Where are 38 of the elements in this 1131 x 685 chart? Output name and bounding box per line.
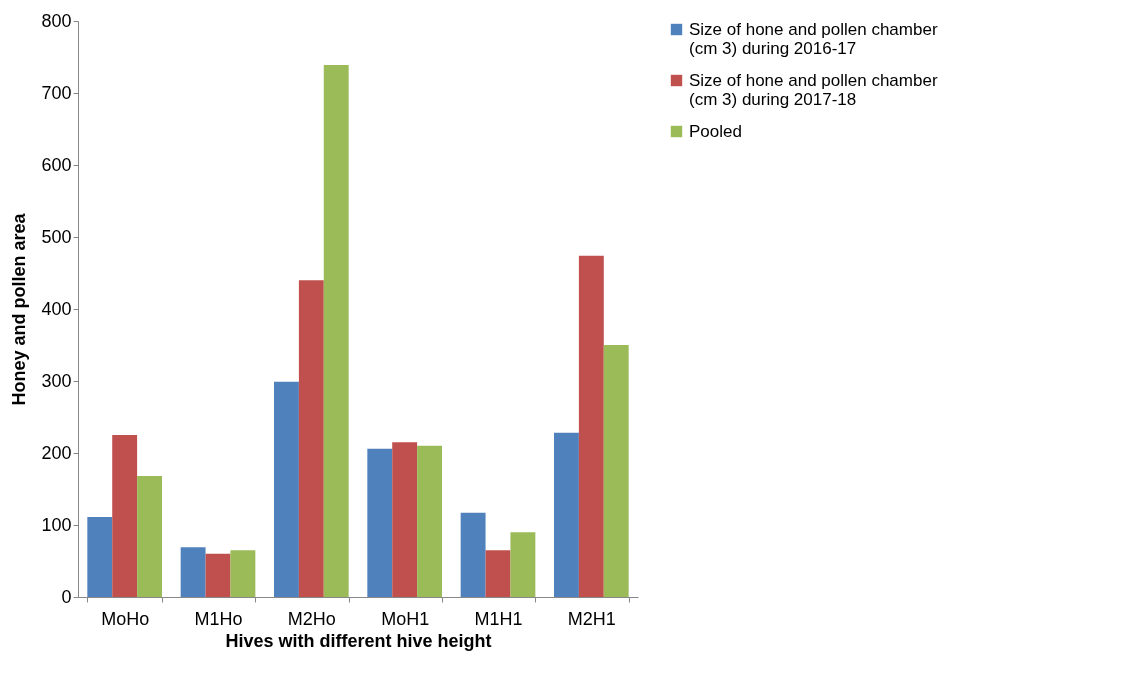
y-tick-label: 0	[61, 586, 72, 607]
x-tick-label: MoH1	[381, 608, 430, 629]
bar	[554, 432, 579, 597]
x-tick-label: M1H1	[474, 608, 523, 629]
bar	[274, 381, 299, 597]
y-tick-label: 500	[41, 226, 72, 247]
bar	[367, 448, 393, 597]
x-tick-label: M1Ho	[194, 608, 243, 629]
bar	[603, 345, 629, 597]
bar	[180, 547, 206, 597]
bar	[205, 553, 231, 597]
legend-label: Size of hone and pollen chamber (cm 3) during 2017-18	[689, 70, 938, 109]
bar	[87, 517, 113, 597]
y-tick-label: 200	[41, 442, 72, 463]
bar	[392, 442, 418, 597]
x-tick-label: M2H1	[567, 608, 616, 629]
legend-label: Size of hone and pollen chamber (cm 3) during 2016-17	[689, 19, 938, 58]
bar	[323, 64, 349, 597]
bar	[417, 445, 442, 597]
y-tick-label: 400	[41, 298, 72, 319]
bar	[485, 550, 511, 597]
bar	[510, 532, 536, 597]
bar	[578, 255, 604, 597]
y-tick-label: 600	[41, 154, 72, 175]
bar	[230, 550, 256, 597]
x-axis-title: Hives with different hive height	[225, 630, 492, 651]
y-tick-label: 800	[41, 10, 72, 31]
y-tick-label: 700	[41, 82, 72, 103]
y-tick-label: 100	[41, 514, 72, 535]
bar	[137, 476, 162, 597]
y-tick-label: 300	[41, 370, 72, 391]
bar	[460, 512, 486, 597]
y-axis-title: Honey and pollen area	[9, 212, 30, 406]
x-tick-label: MoHo	[101, 608, 150, 629]
x-tick-label: M2Ho	[287, 608, 336, 629]
bar	[298, 280, 324, 597]
bar	[112, 435, 138, 597]
legend-label: Pooled	[689, 121, 742, 141]
